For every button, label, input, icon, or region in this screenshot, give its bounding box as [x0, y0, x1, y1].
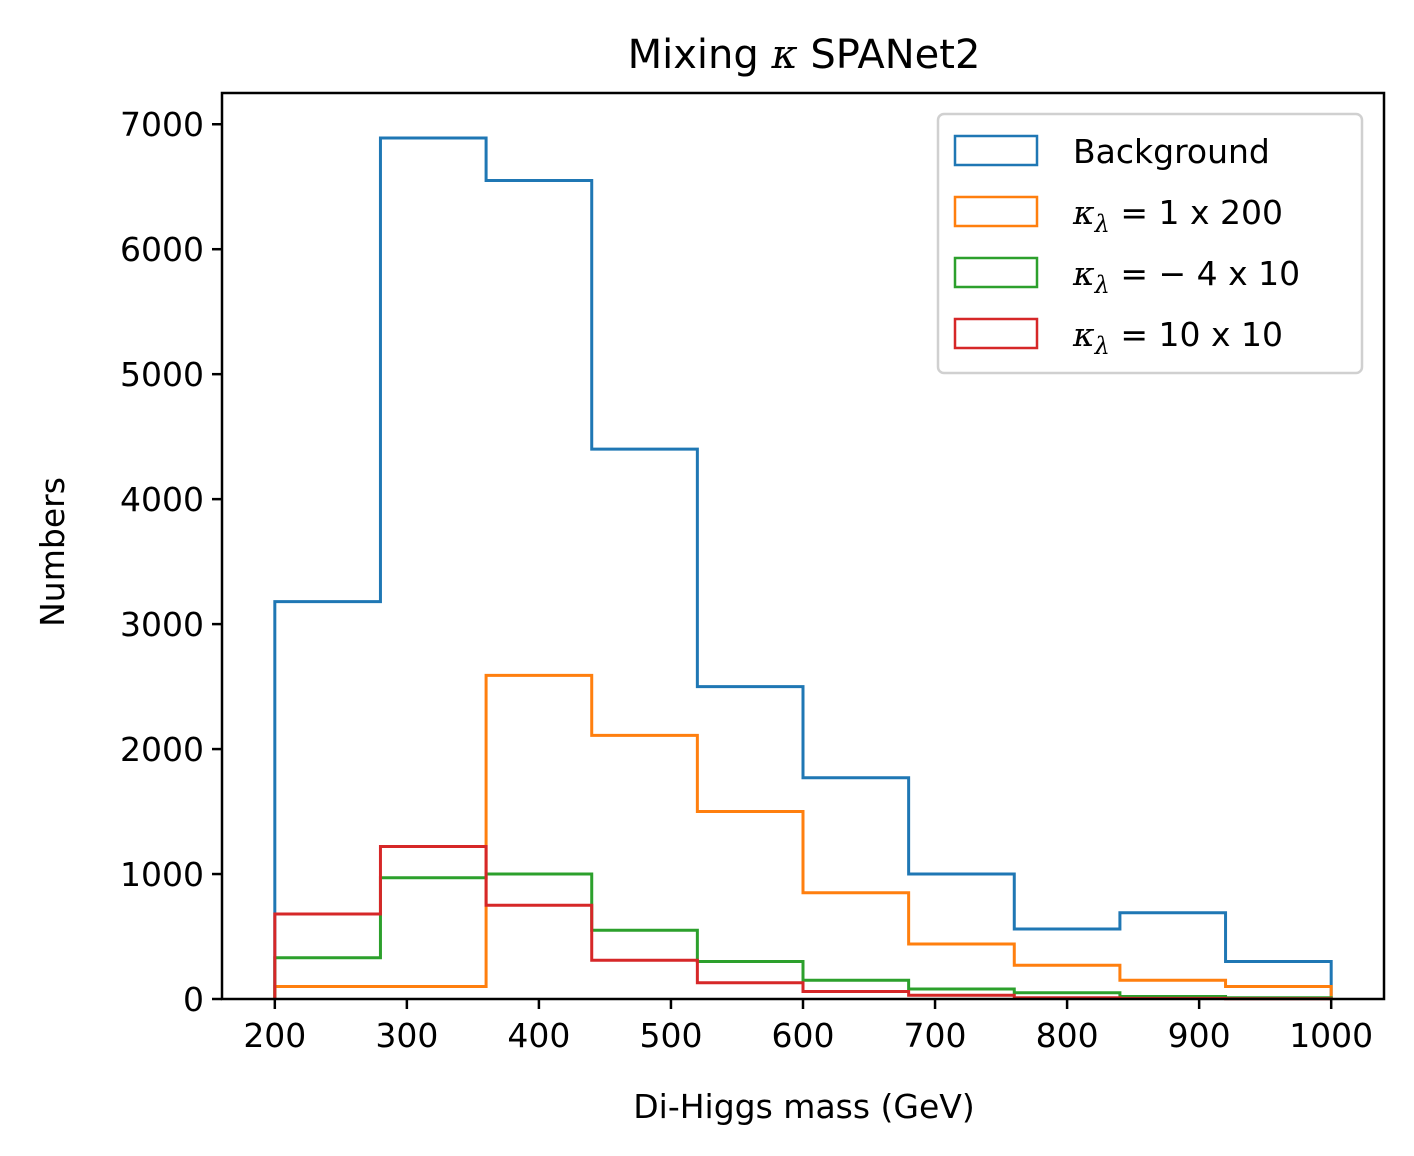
axes-layer: 200 300 400 500 600 700 800 900 1000 0 1000 2000 300…	[120, 91, 1386, 1055]
series-0-step-line	[273, 136, 1333, 999]
legend-swatch	[953, 317, 1039, 350]
y-tick-label: 2000	[120, 730, 204, 769]
y-tick-label: 0	[183, 980, 204, 1019]
legend-swatch	[953, 256, 1039, 289]
y-tick-label: 4000	[120, 480, 204, 519]
legend-label: κλ = 10 x 10	[1072, 315, 1283, 360]
y-tick-label: 5000	[120, 355, 204, 394]
x-tick-label: 600	[772, 1016, 835, 1055]
x-tick-label: 300	[375, 1016, 438, 1055]
legend-label: κλ = 1 x 200	[1072, 193, 1283, 238]
x-tick-label: 200	[243, 1016, 306, 1055]
chart-title: Mixing κ SPANet2	[628, 32, 981, 78]
x-tick-label: 900	[1168, 1016, 1231, 1055]
legend-label: Background	[1073, 132, 1270, 171]
y-axis-label: Numbers	[33, 477, 72, 627]
x-tick-label: 500	[639, 1016, 702, 1055]
y-tick-label: 1000	[120, 855, 204, 894]
x-axis-label: Di-Higgs mass (GeV)	[633, 1087, 975, 1126]
legend-swatch	[953, 195, 1039, 228]
y-tick-label: 7000	[120, 105, 204, 144]
x-tick-label: 400	[507, 1016, 570, 1055]
x-tick-label: 800	[1036, 1016, 1099, 1055]
x-tick-label: 700	[904, 1016, 967, 1055]
legend-swatch	[953, 134, 1039, 167]
series-2-step-line	[273, 872, 1333, 1000]
legend-box	[936, 112, 1364, 375]
legend: Background κλ = 1 x 200 κλ = − 4 x 10 κλ = …	[936, 112, 1364, 375]
y-tick-label: 3000	[120, 605, 204, 644]
legend-label: κλ = − 4 x 10	[1072, 254, 1300, 299]
y-tick-label: 6000	[120, 230, 204, 269]
x-tick-label: 1000	[1289, 1016, 1373, 1055]
